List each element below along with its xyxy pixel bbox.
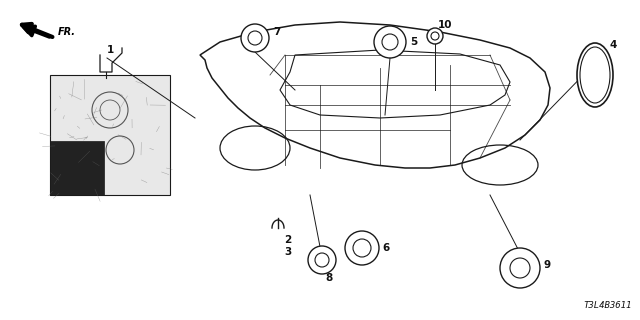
Text: FR.: FR. <box>58 27 76 37</box>
Text: 10: 10 <box>438 20 452 30</box>
Circle shape <box>374 26 406 58</box>
Text: 8: 8 <box>325 273 332 283</box>
Text: 9: 9 <box>544 260 551 270</box>
Text: T3L4B3611: T3L4B3611 <box>584 301 632 310</box>
Bar <box>50 141 104 195</box>
Text: 4: 4 <box>610 40 618 50</box>
Text: 7: 7 <box>273 27 280 37</box>
Text: 2: 2 <box>284 235 291 245</box>
Circle shape <box>241 24 269 52</box>
Text: 6: 6 <box>382 243 389 253</box>
Text: 1: 1 <box>107 45 115 55</box>
Circle shape <box>308 246 336 274</box>
Circle shape <box>500 248 540 288</box>
Circle shape <box>345 231 379 265</box>
Circle shape <box>427 28 443 44</box>
Ellipse shape <box>577 43 613 107</box>
Bar <box>50 75 170 195</box>
Text: 5: 5 <box>410 37 417 47</box>
Text: 3: 3 <box>284 247 291 257</box>
